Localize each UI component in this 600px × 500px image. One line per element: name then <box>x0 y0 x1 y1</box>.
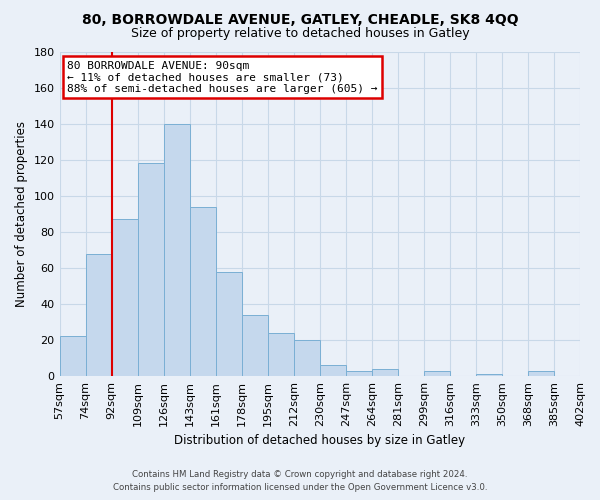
Bar <box>372 369 398 376</box>
Bar <box>86 254 112 376</box>
X-axis label: Distribution of detached houses by size in Gatley: Distribution of detached houses by size … <box>174 434 466 448</box>
Bar <box>59 336 86 376</box>
Bar <box>294 340 320 376</box>
Bar <box>320 366 346 376</box>
Text: 80, BORROWDALE AVENUE, GATLEY, CHEADLE, SK8 4QQ: 80, BORROWDALE AVENUE, GATLEY, CHEADLE, … <box>82 12 518 26</box>
Bar <box>137 164 164 376</box>
Bar <box>424 371 450 376</box>
Text: 80 BORROWDALE AVENUE: 90sqm
← 11% of detached houses are smaller (73)
88% of sem: 80 BORROWDALE AVENUE: 90sqm ← 11% of det… <box>67 60 378 94</box>
Bar <box>164 124 190 376</box>
Bar <box>215 272 242 376</box>
Bar <box>476 374 502 376</box>
Bar <box>190 206 215 376</box>
Text: Contains HM Land Registry data © Crown copyright and database right 2024.
Contai: Contains HM Land Registry data © Crown c… <box>113 470 487 492</box>
Bar <box>528 371 554 376</box>
Y-axis label: Number of detached properties: Number of detached properties <box>15 121 28 307</box>
Bar <box>268 333 294 376</box>
Bar <box>346 371 372 376</box>
Text: Size of property relative to detached houses in Gatley: Size of property relative to detached ho… <box>131 28 469 40</box>
Bar <box>242 315 268 376</box>
Bar <box>112 220 137 376</box>
